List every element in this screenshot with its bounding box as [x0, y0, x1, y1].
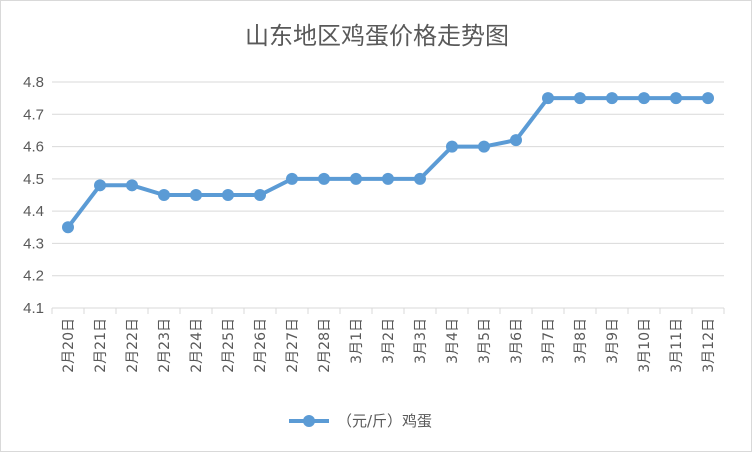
data-point — [702, 92, 714, 105]
x-axis-ticks: 2月20日 2月21日 2月22日 2月23日 2月24日 2月25日 2月26日 2月27日… — [61, 318, 717, 373]
y-tick-label: 4.7 — [23, 106, 44, 123]
x-tick-label: 3月3日 — [413, 318, 429, 364]
legend-marker-icon — [303, 415, 315, 427]
x-tick-label: 2月20日 — [61, 318, 77, 373]
x-tick-label: 3月5日 — [477, 318, 493, 364]
series-egg-price — [62, 92, 714, 234]
x-tick-label: 2月23日 — [157, 318, 173, 373]
x-axis — [51, 307, 725, 314]
data-point — [254, 189, 266, 201]
x-tick-label: 3月6日 — [509, 318, 525, 364]
data-point — [382, 172, 394, 185]
y-tick-label: 4.5 — [23, 171, 44, 188]
data-point — [350, 172, 362, 185]
y-tick-label: 4.2 — [23, 268, 44, 285]
data-point — [190, 189, 202, 201]
gridlines — [52, 81, 724, 277]
legend: （元/斤）鸡蛋 — [289, 412, 432, 430]
y-tick-label: 4.3 — [23, 235, 44, 252]
data-point — [94, 179, 106, 192]
data-point — [478, 140, 490, 153]
data-point — [318, 172, 330, 185]
x-tick-label: 3月4日 — [445, 318, 461, 364]
data-point — [62, 221, 74, 234]
data-point — [126, 179, 138, 192]
data-point — [222, 189, 234, 201]
data-point — [638, 92, 650, 105]
x-tick-label: 3月11日 — [669, 318, 685, 373]
x-tick-label: 2月27日 — [285, 318, 301, 373]
data-point — [542, 92, 554, 105]
x-tick-label: 3月9日 — [605, 318, 621, 364]
x-tick-label: 2月22日 — [125, 318, 141, 373]
x-tick-label: 2月21日 — [93, 318, 109, 373]
y-tick-label: 4.4 — [23, 203, 44, 220]
x-tick-label: 2月28日 — [317, 318, 333, 373]
data-point — [286, 172, 298, 185]
x-tick-label: 2月24日 — [189, 318, 205, 373]
x-tick-label: 3月1日 — [349, 318, 365, 364]
y-tick-label: 4.6 — [23, 139, 44, 156]
x-tick-label: 3月10日 — [637, 318, 653, 373]
data-point — [574, 92, 586, 105]
data-point — [414, 172, 426, 185]
chart-title: 山东地区鸡蛋价格走势图 — [245, 22, 509, 50]
x-tick-label: 3月12日 — [701, 318, 717, 373]
data-point — [446, 140, 458, 153]
legend-label: （元/斤）鸡蛋 — [337, 412, 432, 430]
data-point — [158, 189, 170, 201]
data-point — [606, 92, 618, 105]
y-tick-label: 4.1 — [23, 300, 44, 317]
data-point — [510, 134, 522, 147]
x-tick-label: 3月2日 — [381, 318, 397, 364]
x-tick-label: 3月7日 — [541, 318, 557, 364]
x-tick-label: 3月8日 — [573, 318, 589, 364]
data-point — [670, 92, 682, 105]
x-tick-label: 2月26日 — [253, 318, 269, 373]
y-axis-ticks: 4.1 4.2 4.3 4.4 4.5 4.6 4.7 4.8 — [23, 74, 44, 317]
x-tick-label: 2月25日 — [221, 318, 237, 373]
y-tick-label: 4.8 — [23, 74, 44, 91]
series-line — [66, 96, 710, 230]
